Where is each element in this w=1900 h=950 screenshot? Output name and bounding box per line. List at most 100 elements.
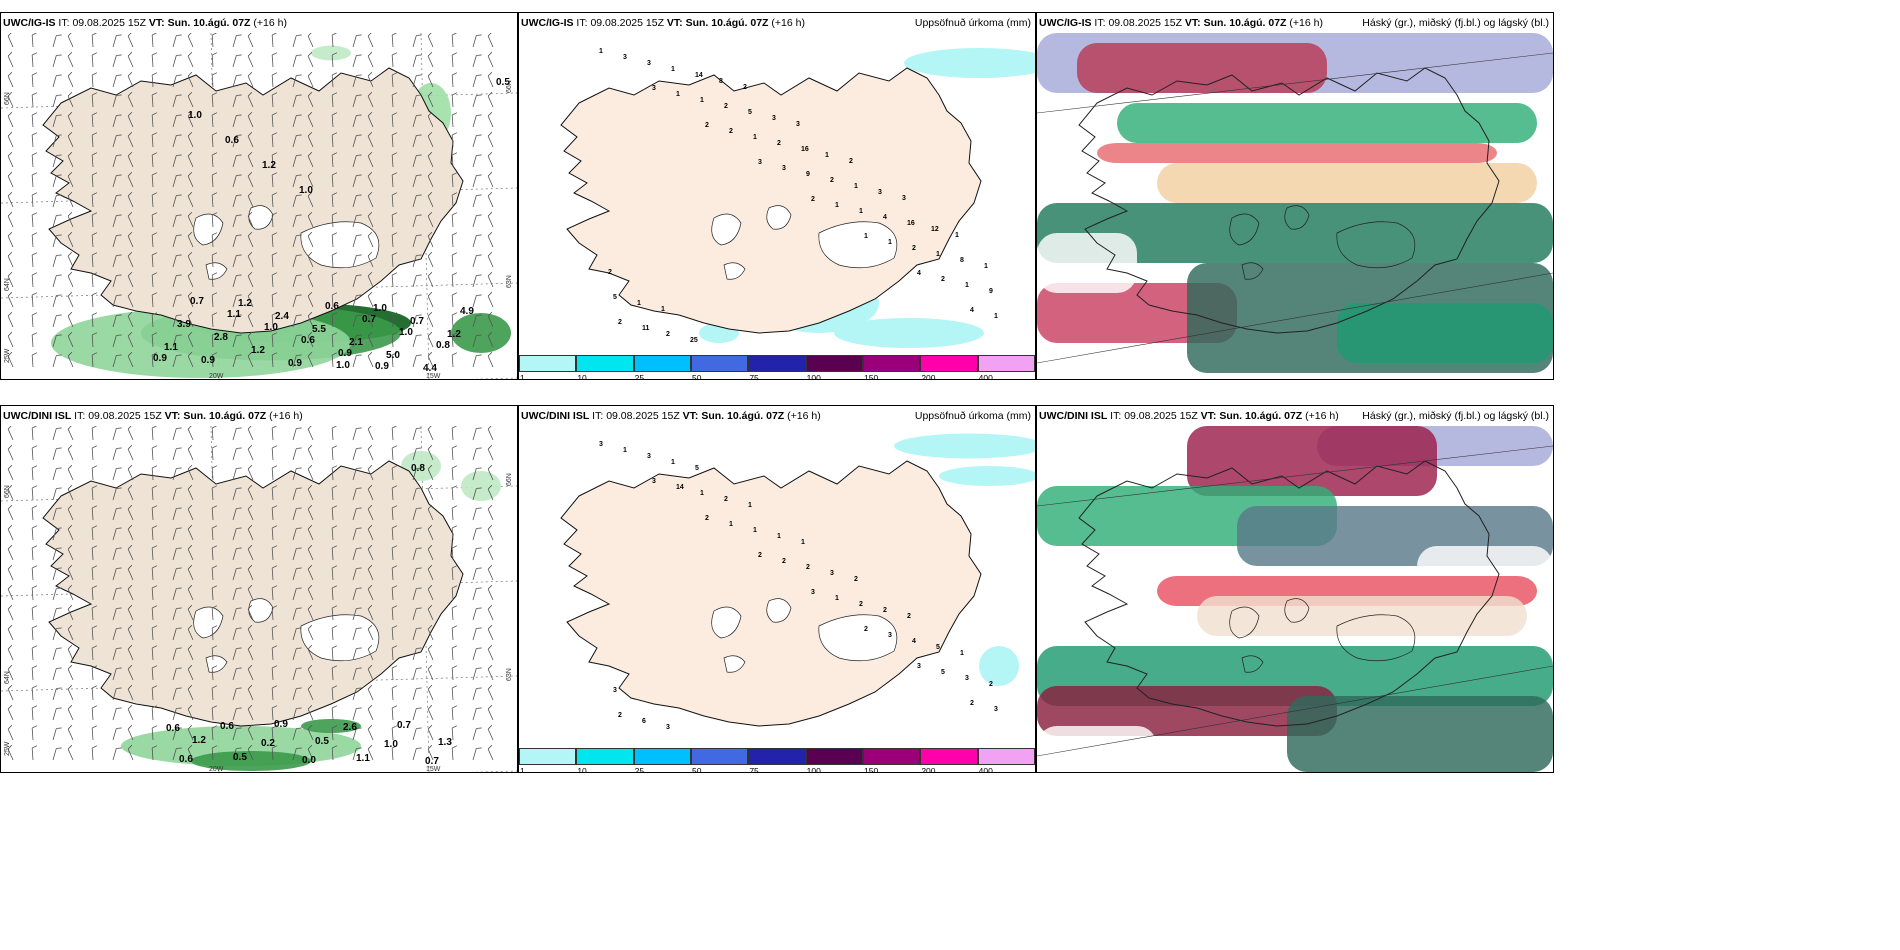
wind-barb: [367, 724, 374, 741]
wind-barb: [112, 254, 122, 268]
wind-barb: [172, 94, 182, 108]
wind-barb: [91, 112, 98, 128]
wind-barb: [352, 334, 362, 348]
wind-barb: [307, 351, 314, 368]
wind-barb: [232, 234, 242, 248]
wind-barb: [331, 33, 338, 48]
lat-label-66n-right: 66N: [506, 80, 513, 93]
wind-barb: [52, 607, 62, 621]
wind-barb: [151, 132, 158, 148]
wind-barb: [211, 485, 218, 501]
wind-barb: [307, 484, 314, 501]
accum-value-label: 1: [700, 97, 704, 104]
wind-barb: [412, 467, 422, 481]
wind-barb: [211, 172, 218, 188]
glacier-outline: [193, 213, 224, 246]
wind-barb: [292, 54, 302, 68]
wind-barb: [127, 211, 134, 228]
wind-barb: [112, 314, 122, 328]
wind-barb: [31, 665, 38, 681]
wind-barb: [151, 292, 158, 308]
wind-barb: [391, 33, 398, 48]
wind-barb: [352, 567, 362, 581]
wind-barb: [172, 507, 182, 521]
wind-barb: [112, 687, 122, 701]
wind-barb: [292, 194, 302, 208]
colorbar-swatch: [805, 748, 863, 765]
lat-label-63n-right: 63N: [506, 275, 513, 288]
wind-barb: [67, 191, 74, 208]
wind-barb: [247, 291, 254, 308]
wind-barb: [391, 445, 398, 461]
glacier-outline: [1241, 262, 1264, 280]
precip-value-label: 1.2: [251, 345, 265, 356]
wind-barb: [172, 527, 182, 541]
wind-barb: [67, 33, 74, 48]
accum-value-label: 3: [811, 589, 815, 596]
wind-barb: [412, 294, 422, 308]
precip-value-label: 4.4: [423, 363, 437, 374]
wind-barb: [112, 587, 122, 601]
wind-barb: [232, 727, 242, 741]
lat-label-64n: 64N: [4, 278, 11, 291]
wind-barb: [151, 312, 158, 328]
wind-barb: [391, 485, 398, 501]
wind-barb: [412, 234, 422, 248]
colorbar-tick-label: 150: [864, 373, 879, 380]
wind-barb: [391, 625, 398, 641]
wind-barb: [232, 747, 242, 761]
wind-barb: [307, 291, 314, 308]
wind-barb: [451, 665, 458, 681]
wind-barb: [232, 547, 242, 561]
wind-barb: [247, 251, 254, 268]
wind-barb: [187, 131, 194, 148]
wind-barb: [307, 644, 314, 661]
wind-barb: [151, 72, 158, 88]
wind-barb: [292, 334, 302, 348]
wind-barb: [391, 232, 398, 248]
colorbar-tick-label: 10: [577, 373, 587, 380]
wind-barb: [52, 334, 62, 348]
wind-barb: [271, 232, 278, 248]
wind-barb: [271, 605, 278, 621]
wind-barb: [187, 331, 194, 348]
precip-value-label: 1.1: [227, 309, 241, 320]
wind-barb: [487, 544, 494, 561]
wind-barb: [211, 665, 218, 681]
precip-value-label: 0.6: [225, 135, 239, 146]
wind-barb: [451, 465, 458, 481]
wind-barb: [67, 111, 74, 128]
accum-value-label: 1: [671, 66, 675, 73]
panel-header: UWC/IG-IS IT: 09.08.2025 15Z VT: Sun. 10…: [521, 17, 1031, 29]
wind-barb: [331, 132, 338, 148]
wind-barb: [487, 91, 494, 108]
wind-barb: [292, 274, 302, 288]
lon-label-25w: 25W: [4, 741, 11, 756]
wind-barb: [211, 525, 218, 541]
wind-barb: [232, 214, 242, 228]
cloud-layer: [1117, 103, 1537, 143]
precip-area: [451, 313, 511, 353]
colorbar-swatch: [977, 748, 1035, 765]
colorbar-swatch: [805, 355, 863, 372]
wind-barb: [487, 744, 494, 761]
wind-barb: [67, 724, 74, 741]
wind-barb: [31, 252, 38, 268]
wind-barb: [7, 704, 14, 721]
wind-barb: [412, 34, 422, 48]
wind-barb: [151, 485, 158, 501]
wind-barb: [427, 564, 434, 581]
wind-barb: [52, 354, 62, 368]
wind-barb: [391, 152, 398, 168]
wind-barb: [127, 351, 134, 368]
panel-variable-title: Uppsöfnuð úrkoma (mm): [914, 17, 1031, 29]
wind-barb: [31, 52, 38, 68]
wind-barb: [331, 705, 338, 721]
precip-value-label: 0.8: [436, 340, 450, 351]
wind-barb: [67, 604, 74, 621]
wind-barb: [67, 211, 74, 228]
wind-barb: [271, 426, 278, 441]
wind-barb: [127, 426, 134, 441]
wind-barb: [91, 72, 98, 88]
wind-barb: [292, 527, 302, 541]
